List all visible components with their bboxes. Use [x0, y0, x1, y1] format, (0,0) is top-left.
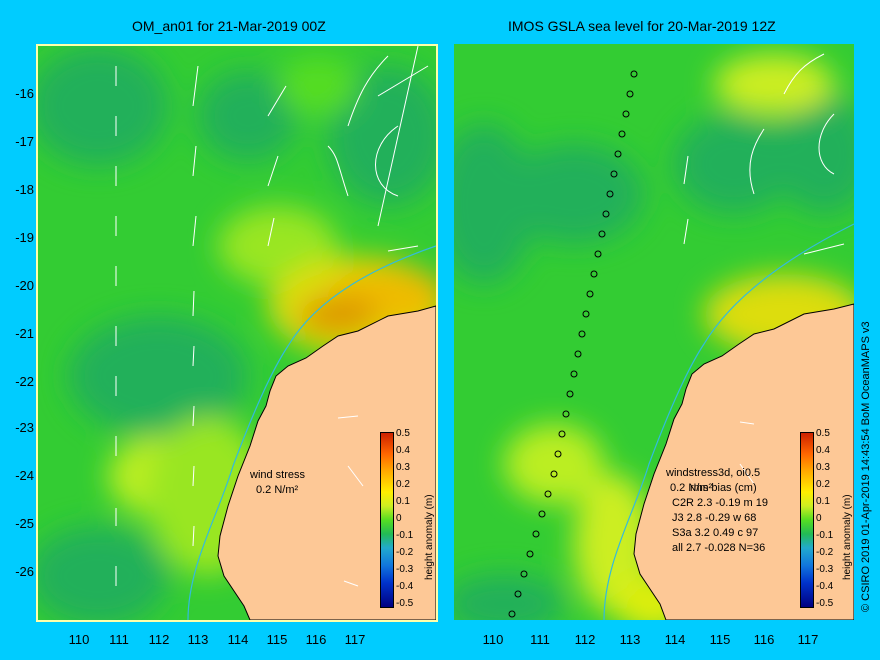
- left-map-title: OM_an01 for 21-Mar-2019 00Z: [132, 18, 326, 34]
- left-map-canvas: [38, 46, 436, 620]
- stats-line: 0.2 N/m²: [670, 482, 713, 494]
- lon-label: 111: [109, 632, 129, 647]
- colorbar-tick: -0.3: [816, 564, 834, 575]
- lon-label: 114: [664, 632, 686, 647]
- colorbar-label: height anomaly (m): [424, 494, 435, 580]
- altimeter-track-j3: [508, 70, 638, 618]
- stats-line: all 2.7 -0.028 N=36: [672, 542, 766, 554]
- lon-label: 115: [266, 632, 288, 647]
- lon-label: 117: [797, 632, 819, 647]
- colorbar-left: [380, 432, 394, 608]
- colorbar-tick: -0.5: [396, 598, 414, 609]
- stats-line: rms bias (cm): [690, 482, 757, 494]
- lon-label: 115: [709, 632, 731, 647]
- lon-label: 114: [227, 632, 249, 647]
- lat-label: -26: [15, 564, 34, 579]
- colorbar-tick: 0.1: [816, 496, 830, 507]
- colorbar-tick: -0.5: [816, 598, 834, 609]
- anomaly-field-gsla: [454, 54, 854, 620]
- colorbar-tick: 0.3: [396, 462, 410, 473]
- left-map-panel: [36, 44, 438, 622]
- colorbar-tick: -0.3: [396, 564, 414, 575]
- colorbar-label: height anomaly (m): [842, 494, 853, 580]
- colorbar-tick: -0.4: [816, 581, 834, 592]
- colorbar-tick: 0.4: [396, 445, 410, 456]
- lat-label: -19: [15, 230, 34, 245]
- australia-land-right: [633, 303, 854, 620]
- lon-label: 110: [482, 632, 504, 647]
- colorbar-tick: -0.1: [396, 530, 414, 541]
- lon-label: 117: [344, 632, 366, 647]
- lat-label: -20: [15, 278, 34, 293]
- colorbar-tick: 0.1: [396, 496, 410, 507]
- colorbar-tick: 0.2: [396, 479, 410, 490]
- lon-label: 116: [305, 632, 327, 647]
- lon-label: 113: [619, 632, 641, 647]
- anomaly-field: [38, 46, 436, 620]
- colorbar-right: [800, 432, 814, 608]
- colorbar-tick: 0: [396, 513, 402, 524]
- lat-label: -18: [15, 182, 34, 197]
- lat-label: -16: [15, 86, 34, 101]
- lat-label: -25: [15, 516, 34, 531]
- wind-stress-value: 0.2 N/m²: [256, 484, 299, 496]
- colorbar-tick: -0.1: [816, 530, 834, 541]
- wind-stress-label: wind stress: [250, 469, 306, 481]
- lon-label: 113: [187, 632, 209, 647]
- stats-line: windstress3d, oi0.5: [666, 467, 761, 479]
- right-map-panel: [454, 44, 854, 620]
- lon-label: 110: [68, 632, 90, 647]
- colorbar-tick: -0.2: [816, 547, 834, 558]
- colorbar-tick: 0.3: [816, 462, 830, 473]
- lat-label: -22: [15, 374, 34, 389]
- colorbar-tick: 0.4: [816, 445, 830, 456]
- lon-label: 112: [148, 632, 170, 647]
- credit-text: © CSIRO 2019 01-Apr-2019 14:43:54 BoM Oc…: [860, 321, 872, 612]
- lon-label: 111: [530, 632, 550, 647]
- lat-label: -17: [15, 134, 34, 149]
- lat-label: -21: [15, 326, 34, 341]
- lon-label: 112: [574, 632, 596, 647]
- colorbar-tick: 0: [816, 513, 822, 524]
- stats-line: J3 2.8 -0.29 w 68: [672, 512, 757, 524]
- lat-label: -23: [15, 420, 34, 435]
- right-map-title: IMOS GSLA sea level for 20-Mar-2019 12Z: [508, 18, 776, 34]
- wind-arrows-right: [683, 53, 845, 485]
- colorbar-tick: 0.5: [816, 428, 830, 439]
- colorbar-tick: 0.2: [816, 479, 830, 490]
- wind-arrows: [115, 46, 429, 587]
- right-map-canvas: [454, 44, 854, 620]
- colorbar-tick: 0.5: [396, 428, 410, 439]
- stats-line: C2R 2.3 -0.19 m 19: [672, 497, 768, 509]
- colorbar-tick: -0.4: [396, 581, 414, 592]
- lat-label: -24: [15, 468, 34, 483]
- stats-line: S3a 3.2 0.49 c 97: [672, 527, 759, 539]
- colorbar-tick: -0.2: [396, 547, 414, 558]
- lon-label: 116: [753, 632, 775, 647]
